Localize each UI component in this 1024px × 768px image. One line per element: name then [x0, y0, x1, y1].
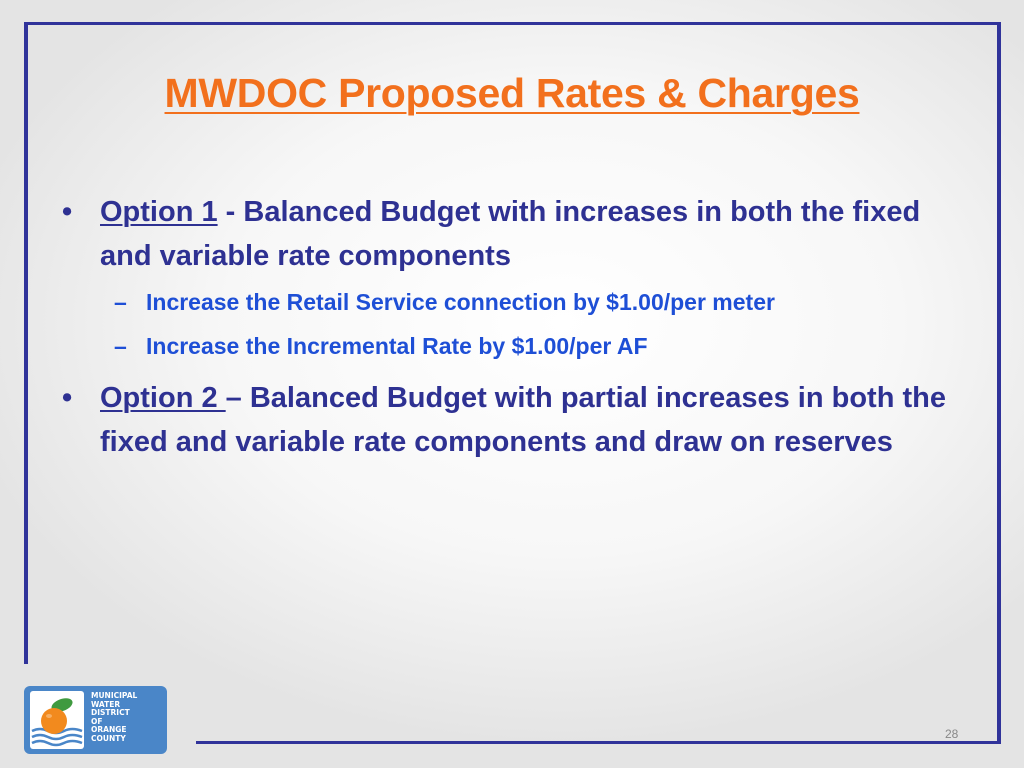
page-number: 28: [945, 727, 959, 741]
logo-emblem: [30, 691, 84, 749]
bullet-option-1: • Option 1 - Balanced Budget with increas…: [62, 190, 967, 278]
frame-left-border: [24, 22, 28, 664]
logo-line: WATER: [91, 699, 121, 709]
frame-top-border: [24, 22, 1001, 25]
option-2-text: – Balanced Budget with partial increases…: [100, 382, 946, 458]
logo-line: MUNICIPAL: [91, 691, 138, 700]
logo-text: MUNICIPAL WATER DISTRICT OF ORANGE COUNT…: [91, 691, 138, 744]
sub-item-text: Increase the Retail Service connection b…: [146, 289, 775, 315]
logo-line: DISTRICT: [91, 708, 130, 718]
logo-line: ORANGE: [91, 725, 127, 735]
sub-item-incremental-rate: – Increase the Incremental Rate by $1.00/…: [62, 326, 967, 366]
frame-right-border: [997, 22, 1001, 744]
logo-line: COUNTY: [91, 733, 126, 743]
sub-dash: –: [114, 333, 127, 359]
orange-fruit-icon: [31, 698, 83, 747]
option-1-label: Option 1: [100, 196, 218, 228]
frame-bottom-border: [196, 741, 1001, 744]
bullet-option-2: • Option 2 – Balanced Budget with partial…: [62, 376, 967, 464]
option-2-label: Option 2: [100, 382, 226, 414]
sub-item-retail-service: – Increase the Retail Service connection …: [62, 282, 967, 322]
sub-item-text: Increase the Incremental Rate by $1.00/p…: [146, 333, 648, 359]
bullet-dot: •: [62, 382, 73, 414]
logo-line: OF: [91, 716, 103, 726]
slide-title: MWDOC Proposed Rates & Charges: [164, 70, 860, 116]
mwdoc-logo: MUNICIPAL WATER DISTRICT OF ORANGE COUNT…: [24, 686, 167, 754]
sub-dash: –: [114, 289, 127, 315]
bullet-dot: •: [62, 196, 73, 228]
slide-content: • Option 1 - Balanced Budget with increas…: [62, 190, 967, 464]
option-1-text: - Balanced Budget with increases in both…: [100, 196, 921, 272]
